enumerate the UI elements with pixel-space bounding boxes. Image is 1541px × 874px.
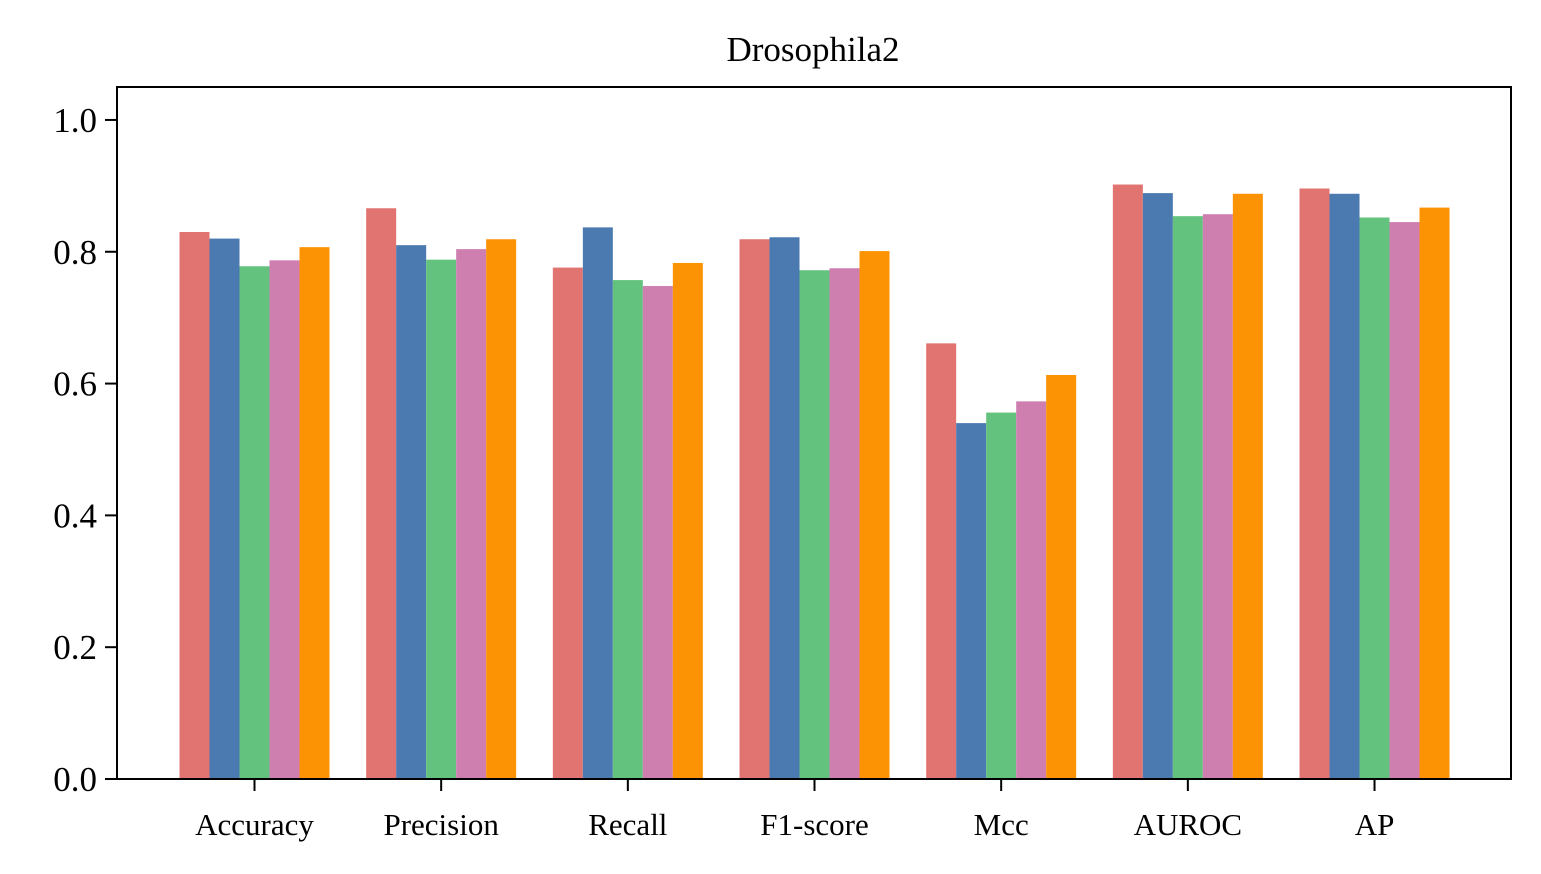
bar-accuracy-series-3 <box>239 266 270 779</box>
y-axis: 0.0 0.2 0.4 0.6 0.8 1.0 <box>53 101 117 799</box>
bar-ap-series-2 <box>1329 193 1360 779</box>
bar-accuracy-series-1 <box>179 231 210 780</box>
bar-auroc-series-3 <box>1172 216 1203 780</box>
bar-precision-series-3 <box>426 259 457 779</box>
bar-recall-series-1 <box>552 267 583 779</box>
y-tick-label: 0.2 <box>53 628 97 667</box>
bar-auroc-series-4 <box>1202 214 1233 779</box>
bar-recall-series-5 <box>672 262 703 780</box>
bar-f1-score-series-1 <box>739 239 770 780</box>
bar-f1-score-series-5 <box>859 251 890 780</box>
bar-recall-series-3 <box>612 280 643 779</box>
bar-auroc-series-2 <box>1142 193 1173 780</box>
bar-ap-series-3 <box>1359 217 1390 780</box>
bar-precision-series-5 <box>486 239 517 780</box>
bar-f1-score-series-3 <box>799 270 830 779</box>
bar-accuracy-series-4 <box>269 260 300 780</box>
y-tick-label: 0.6 <box>53 365 97 404</box>
bar-mcc-series-3 <box>986 412 1017 779</box>
bar-mcc-series-5 <box>1046 375 1077 779</box>
x-tick-label: Recall <box>588 807 667 842</box>
chart-title: Drosophila2 <box>726 30 899 69</box>
bars-group <box>179 184 1450 780</box>
bar-f1-score-series-4 <box>829 268 860 779</box>
y-tick-label: 0.8 <box>53 233 97 272</box>
plot-frame <box>116 86 1512 780</box>
bar-precision-series-2 <box>396 245 427 780</box>
x-tick-label: AUROC <box>1134 807 1243 842</box>
bar-ap-series-5 <box>1419 207 1450 780</box>
bar-mcc-series-4 <box>1016 401 1047 779</box>
y-tick-label: 0.4 <box>53 496 97 535</box>
x-tick-label: Mcc <box>974 807 1029 842</box>
bar-accuracy-series-5 <box>299 247 330 779</box>
bar-ap-series-4 <box>1389 222 1420 780</box>
bar-precision-series-1 <box>366 208 397 779</box>
bar-auroc-series-1 <box>1112 184 1143 780</box>
bar-mcc-series-2 <box>956 423 987 779</box>
x-axis: Accuracy Precision Recall F1-score Mcc AUROC A… <box>195 779 1394 842</box>
bar-accuracy-series-2 <box>209 238 240 779</box>
bar-f1-score-series-2 <box>769 237 800 779</box>
y-tick-label: 1.0 <box>53 101 97 140</box>
x-tick-label: Precision <box>383 807 499 842</box>
x-tick-label: AP <box>1355 807 1395 842</box>
bar-recall-series-2 <box>582 227 613 779</box>
x-tick-label: F1-score <box>760 807 868 842</box>
bar-auroc-series-5 <box>1232 193 1263 779</box>
bar-recall-series-4 <box>642 286 673 779</box>
y-tick-label: 0.0 <box>53 760 97 799</box>
bar-precision-series-4 <box>456 249 487 779</box>
x-tick-label: Accuracy <box>195 807 314 842</box>
bar-mcc-series-1 <box>926 343 957 779</box>
bar-ap-series-1 <box>1299 188 1330 780</box>
